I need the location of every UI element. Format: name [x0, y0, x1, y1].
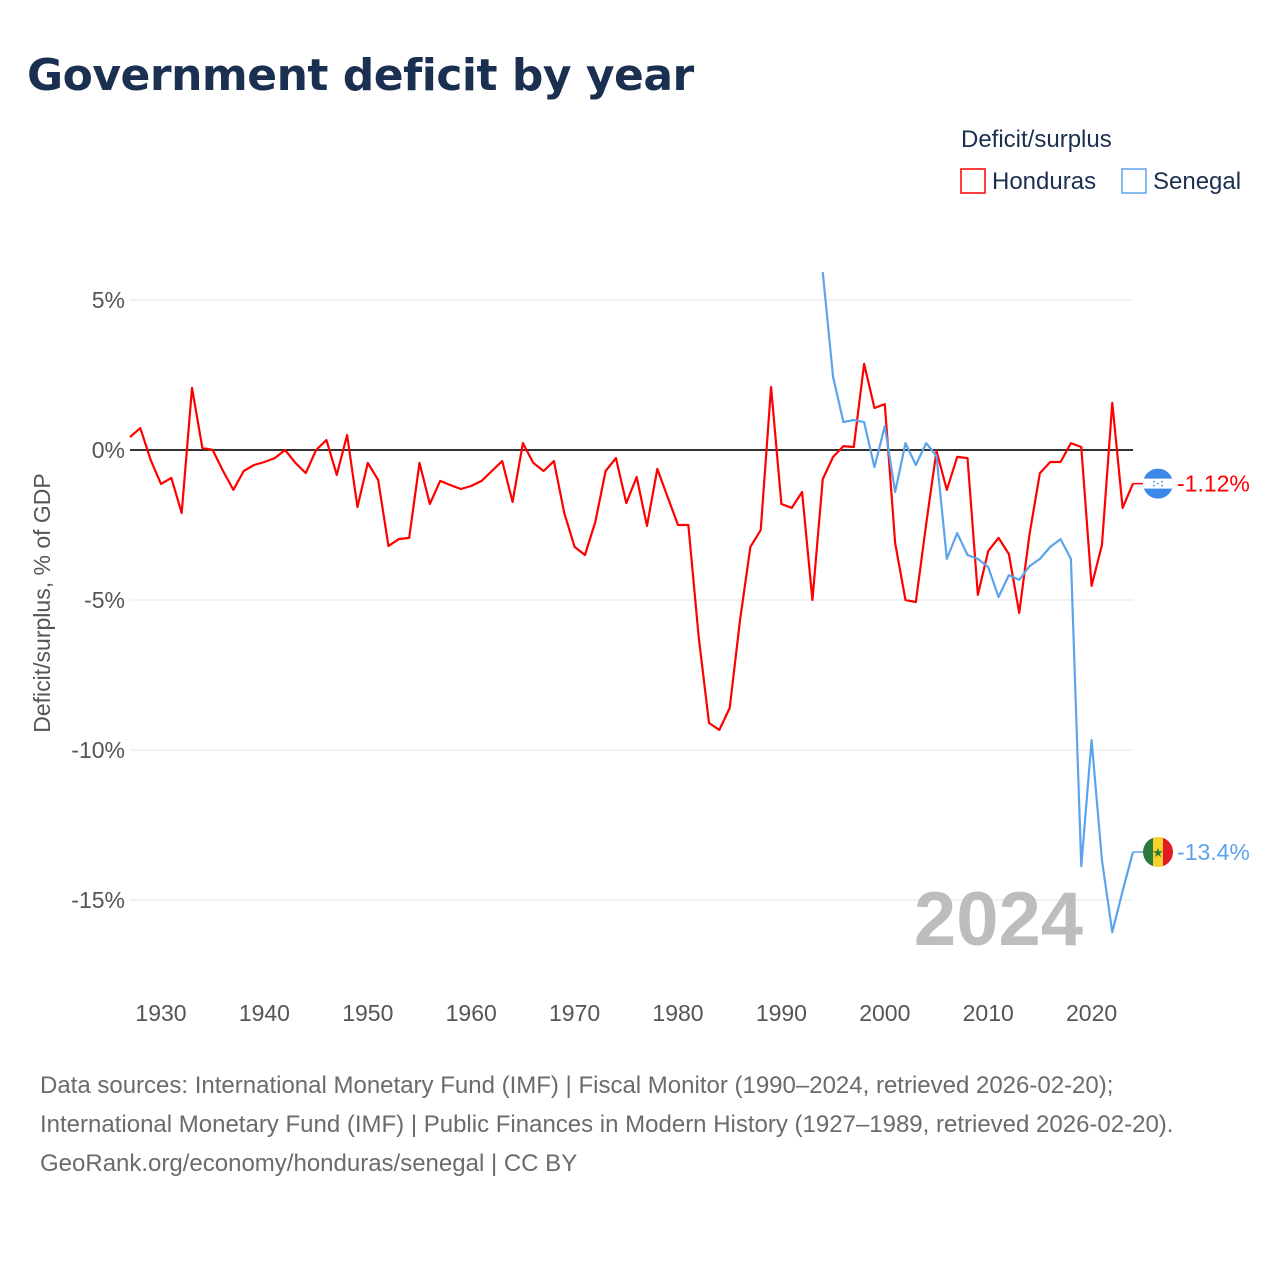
- flag-star: [1153, 484, 1155, 487]
- x-tick-label: 1940: [239, 1000, 290, 1026]
- end-value-label: -13.4%: [1177, 839, 1250, 865]
- x-tick-label: 2020: [1066, 1000, 1117, 1026]
- y-axis-label: Deficit/surplus, % of GDP: [29, 473, 55, 732]
- data-sources: Data sources: International Monetary Fun…: [40, 1072, 1174, 1138]
- x-tick-label: 1970: [549, 1000, 600, 1026]
- chart-title: Government deficit by year: [27, 50, 694, 101]
- footer: Data sources: International Monetary Fun…: [40, 1066, 1240, 1183]
- x-tick-label: 1960: [446, 1000, 497, 1026]
- flag-star: [1161, 480, 1163, 483]
- y-tick-label: 5%: [92, 287, 125, 313]
- flag-stripe: [1163, 837, 1173, 867]
- flag-stripe: [1143, 837, 1153, 867]
- legend-title: Deficit/surplus: [961, 126, 1112, 153]
- legend-label-honduras: Honduras: [992, 168, 1096, 195]
- x-tick-label: 2000: [859, 1000, 910, 1026]
- flag-star: [1153, 480, 1155, 483]
- flag-star: [1161, 484, 1163, 487]
- flag-stripe: [1153, 837, 1163, 867]
- x-tick-label: 2010: [963, 1000, 1014, 1026]
- y-tick-label: -5%: [84, 587, 125, 613]
- legend-swatch-honduras: [960, 168, 986, 194]
- flag-body: [1143, 468, 1173, 499]
- series-line-honduras: [129, 362, 1134, 731]
- y-tick-label: -15%: [71, 887, 125, 913]
- x-tick-label: 1950: [342, 1000, 393, 1026]
- y-tick-label: 0%: [92, 437, 125, 463]
- credit-link[interactable]: GeoRank.org/economy/honduras/senegal | C…: [40, 1150, 578, 1177]
- honduras-flag-icon: [1143, 468, 1173, 499]
- x-tick-label: 1980: [652, 1000, 703, 1026]
- x-tick-label: 1990: [756, 1000, 807, 1026]
- series-line-senegal: [821, 271, 1135, 934]
- senegal-flag-icon: ★: [1143, 837, 1173, 867]
- flag-body: ★: [1143, 837, 1173, 867]
- legend-label-senegal: Senegal: [1153, 168, 1241, 195]
- year-watermark: 2024: [914, 877, 1083, 962]
- x-tick-label: 1930: [135, 1000, 186, 1026]
- line-chart: 5% 0% -5% -10% -15% 1930 1940 1950 1960 1970 1980 1…: [29, 126, 1250, 1026]
- y-tick-label: -10%: [71, 737, 125, 763]
- flag-star: ★: [1152, 845, 1164, 860]
- flag-star: [1157, 482, 1159, 485]
- legend-swatch-senegal: [1121, 168, 1147, 194]
- end-value-label: -1.12%: [1177, 471, 1250, 497]
